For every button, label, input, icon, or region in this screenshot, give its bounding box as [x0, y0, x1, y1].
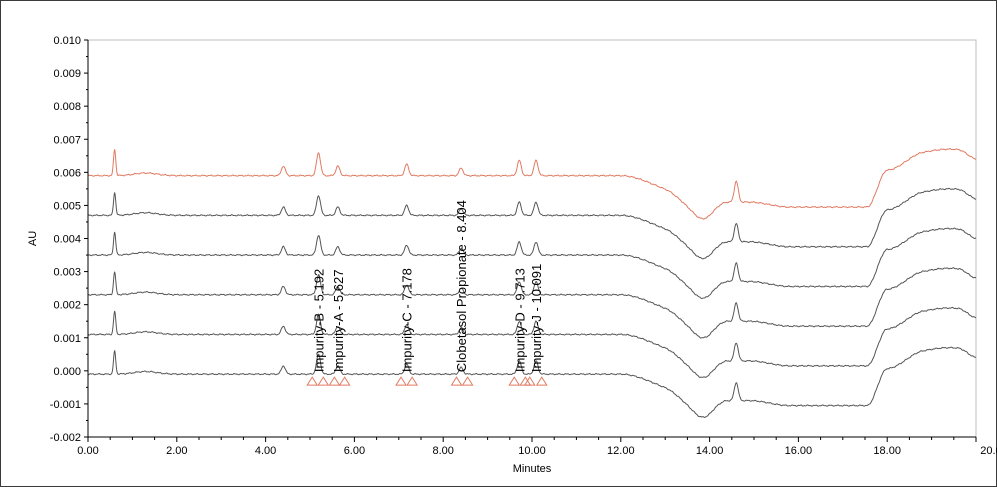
trace-line: [87, 148, 977, 220]
y-tick-label: 0.001: [53, 333, 81, 345]
plot-border: [87, 39, 977, 438]
x-tick-label: 18.00: [873, 445, 901, 457]
trace-line: [87, 187, 977, 260]
x-tick-label: 14.00: [696, 445, 724, 457]
plot-area: [87, 39, 977, 438]
integration-marker: [508, 376, 521, 386]
peak-label: Impurity-C - 7.178: [400, 268, 415, 372]
y-tick-label: -0.002: [50, 432, 81, 444]
x-tick-label: 6.00: [344, 445, 365, 457]
integration-marker: [406, 376, 419, 386]
trace-line: [87, 227, 977, 300]
integration-marker: [461, 376, 474, 386]
peak-labels: Impurity-B - 5.192 Impurity-A - 5.627 Impu…: [312, 200, 545, 372]
y-tick-label: 0.003: [53, 267, 81, 279]
chromatogram-traces: [87, 148, 977, 418]
peak-label: Impurity-A - 5.627: [331, 270, 346, 373]
x-tick-label: 2.00: [166, 445, 187, 457]
peak-label: Impurity-D - 9.713: [512, 268, 527, 372]
integration-marker: [317, 376, 330, 386]
axes: -0.002 -0.001 0.000 0.001 0.002 0.003 0.004 0.0…: [50, 35, 997, 457]
x-tick-label: 16.00: [785, 445, 813, 457]
integration-marker: [450, 376, 463, 386]
y-tick-label: -0.001: [50, 399, 81, 411]
x-tick-label: 20.00: [980, 445, 997, 457]
peak-label: Impurity-B - 5.192: [312, 269, 327, 372]
y-tick-label: 0.007: [53, 134, 81, 146]
peak-label: Clobetasol Propionate - 8.404: [454, 200, 469, 372]
y-tick-label: 0.006: [53, 167, 81, 179]
x-tick-label: 10.00: [518, 445, 546, 457]
peak-label: Impurity-J - 10.091: [529, 264, 544, 372]
y-tick-label: 0.002: [53, 300, 81, 312]
y-tick-label: 0.009: [53, 68, 81, 80]
y-tick-label: 0.004: [53, 234, 81, 246]
x-axis-title: Minutes: [513, 463, 552, 475]
integration-marker: [338, 376, 351, 386]
integration-marker: [306, 376, 319, 386]
y-tick-label: 0.000: [53, 366, 81, 378]
x-tick-label: 8.00: [432, 445, 453, 457]
trace-line: [87, 267, 977, 339]
x-tick-label: 12.00: [607, 445, 635, 457]
integration-marker: [395, 376, 407, 386]
y-tick-label: 0.008: [53, 101, 81, 113]
trace-line: [87, 306, 977, 378]
integration-marker: [328, 376, 341, 386]
x-tick-label: 0.00: [77, 445, 98, 457]
integration-marker: [535, 376, 548, 386]
x-tick-label: 4.00: [255, 445, 276, 457]
integration-marker: [523, 376, 536, 386]
y-tick-label: 0.005: [53, 200, 81, 212]
y-axis-title: AU: [27, 231, 39, 246]
y-tick-label: 0.010: [53, 35, 81, 47]
trace-line: [87, 346, 977, 418]
integration-markers: [306, 376, 548, 386]
